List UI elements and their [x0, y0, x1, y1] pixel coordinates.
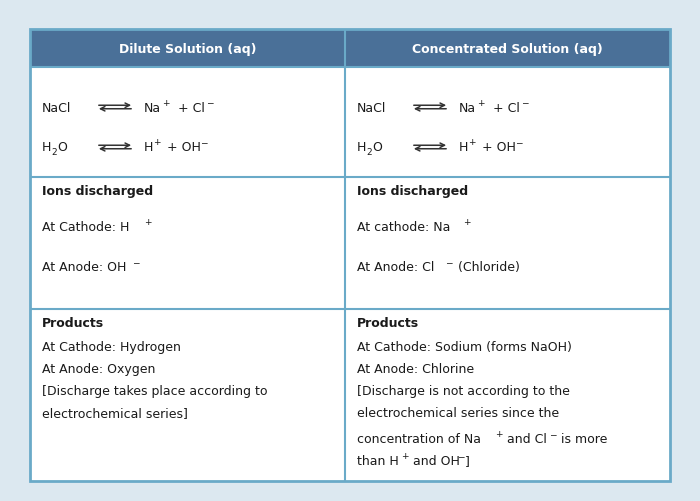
Text: +: +: [144, 218, 151, 227]
Text: H: H: [459, 141, 468, 154]
Text: −: −: [445, 258, 452, 267]
Text: +: +: [463, 218, 470, 227]
Text: +: +: [495, 430, 503, 438]
Polygon shape: [30, 30, 345, 68]
Text: At Cathode: Sodium (forms NaOH): At Cathode: Sodium (forms NaOH): [357, 341, 572, 354]
Text: +: +: [153, 138, 160, 147]
Text: At cathode: Na: At cathode: Na: [357, 221, 450, 234]
Text: NaCl: NaCl: [42, 101, 71, 114]
Text: −: −: [549, 430, 557, 438]
Text: concentration of Na: concentration of Na: [357, 433, 481, 445]
Text: H: H: [357, 141, 366, 154]
Text: Na: Na: [459, 101, 476, 114]
Text: +: +: [162, 98, 169, 107]
Text: Ions discharged: Ions discharged: [42, 185, 153, 198]
Text: Ions discharged: Ions discharged: [357, 185, 468, 198]
Text: electrochemical series]: electrochemical series]: [42, 407, 188, 420]
Text: −: −: [515, 138, 522, 147]
Text: At Anode: Chlorine: At Anode: Chlorine: [357, 363, 474, 376]
Text: H: H: [144, 141, 153, 154]
Text: and OH: and OH: [409, 454, 460, 467]
Text: Products: Products: [42, 317, 104, 330]
Text: Dilute Solution (aq): Dilute Solution (aq): [119, 43, 256, 56]
Text: At Anode: Cl: At Anode: Cl: [357, 261, 435, 274]
Text: +: +: [468, 138, 475, 147]
Text: NaCl: NaCl: [357, 101, 386, 114]
Text: At Cathode: H: At Cathode: H: [42, 221, 130, 234]
Text: +: +: [477, 98, 484, 107]
Text: ]: ]: [465, 454, 470, 467]
Text: Na: Na: [144, 101, 161, 114]
Text: O: O: [57, 141, 67, 154]
Text: O: O: [372, 141, 382, 154]
Polygon shape: [345, 30, 670, 68]
Text: At Anode: Oxygen: At Anode: Oxygen: [42, 363, 155, 376]
Text: H: H: [42, 141, 51, 154]
Text: electrochemical series since the: electrochemical series since the: [357, 407, 559, 420]
Text: Products: Products: [357, 317, 419, 330]
Text: At Cathode: Hydrogen: At Cathode: Hydrogen: [42, 341, 181, 354]
Text: At Anode: OH: At Anode: OH: [42, 261, 127, 274]
Text: −: −: [200, 138, 207, 147]
Text: +: +: [401, 451, 409, 460]
Text: −: −: [521, 98, 528, 107]
Text: 2: 2: [51, 148, 57, 157]
Text: Concentrated Solution (aq): Concentrated Solution (aq): [412, 43, 603, 56]
Text: and Cl: and Cl: [503, 433, 547, 445]
Text: + Cl: + Cl: [485, 101, 520, 114]
Text: −: −: [206, 98, 214, 107]
Polygon shape: [30, 30, 670, 481]
Text: [Discharge takes place according to: [Discharge takes place according to: [42, 385, 267, 398]
Text: 2: 2: [366, 148, 372, 157]
Text: + OH: + OH: [474, 141, 516, 154]
Text: −: −: [132, 258, 139, 267]
Text: −: −: [457, 451, 465, 460]
Text: (Chloride): (Chloride): [454, 261, 520, 274]
Text: [Discharge is not according to the: [Discharge is not according to the: [357, 385, 570, 398]
Text: + OH: + OH: [159, 141, 201, 154]
Text: + Cl: + Cl: [170, 101, 205, 114]
Text: than H: than H: [357, 454, 399, 467]
Text: is more: is more: [557, 433, 608, 445]
